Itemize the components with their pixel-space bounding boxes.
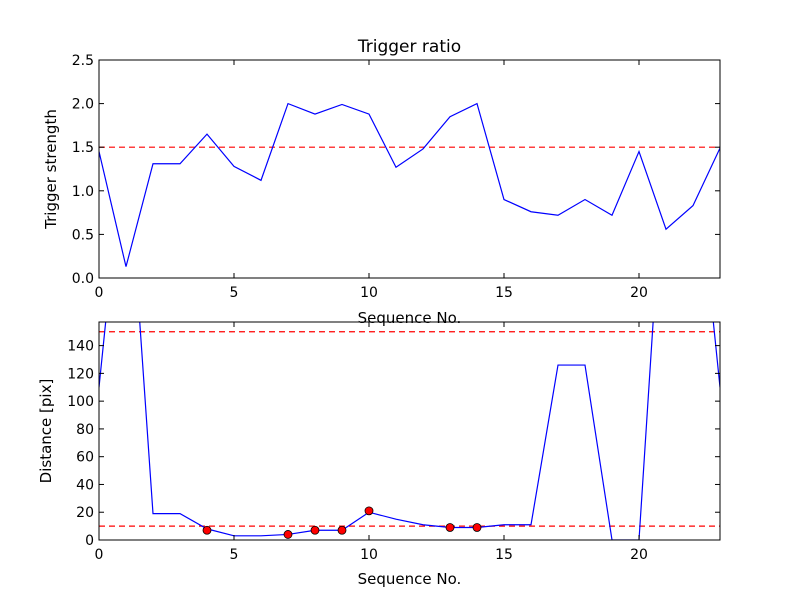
x-tick-label: 20 xyxy=(630,547,648,563)
y-tick-label: 20 xyxy=(76,505,94,521)
x-tick-label: 5 xyxy=(230,285,239,301)
data-marker xyxy=(202,525,212,535)
trigger-ratio-chart: Trigger ratio 0 5 10 15 20 0.0 0.5 1.0 1.5 2.0 2.5… xyxy=(42,37,721,327)
y-tick-label: 120 xyxy=(67,366,94,382)
x-tick-label: 15 xyxy=(495,285,513,301)
y-tick-label: 2.5 xyxy=(72,53,94,69)
data-marker xyxy=(472,523,482,532)
x-tick-label: 0 xyxy=(95,547,104,563)
data-marker xyxy=(310,525,320,535)
y-tick-label: 2.0 xyxy=(72,97,94,113)
x-tick-label: 0 xyxy=(95,285,104,301)
plot-frame xyxy=(98,321,721,541)
series-line-0 xyxy=(99,102,720,267)
x-tick-label: 15 xyxy=(495,547,513,563)
y-axis-label: Trigger strength xyxy=(42,109,60,230)
plot-frame xyxy=(98,59,721,279)
y-tick-label: 1.0 xyxy=(72,184,94,200)
chart-title: Trigger ratio xyxy=(357,37,461,57)
y-axis-label: Distance [pix] xyxy=(37,379,55,484)
y-tick-label: 100 xyxy=(67,394,94,410)
data-marker xyxy=(283,530,293,539)
series-line-0 xyxy=(99,322,720,540)
y-tick-label: 80 xyxy=(76,422,94,438)
x-tick-label: 10 xyxy=(360,547,378,563)
x-tick-label: 10 xyxy=(360,285,378,301)
x-axis-label: Sequence No. xyxy=(358,570,462,588)
x-tick-label: 5 xyxy=(230,547,239,563)
data-marker xyxy=(337,525,347,535)
y-tick-label: 1.5 xyxy=(72,140,94,156)
y-tick-label: 0 xyxy=(85,533,94,549)
y-tick-label: 140 xyxy=(67,339,94,355)
y-tick-label: 60 xyxy=(76,450,94,466)
x-axis-label: Sequence No. xyxy=(358,309,462,327)
data-marker xyxy=(445,523,455,532)
x-tick-label: 20 xyxy=(630,285,648,301)
y-tick-label: 40 xyxy=(76,477,94,493)
y-tick-label: 0.0 xyxy=(72,271,94,287)
y-tick-label: 0.5 xyxy=(72,227,94,243)
data-marker xyxy=(364,506,374,516)
